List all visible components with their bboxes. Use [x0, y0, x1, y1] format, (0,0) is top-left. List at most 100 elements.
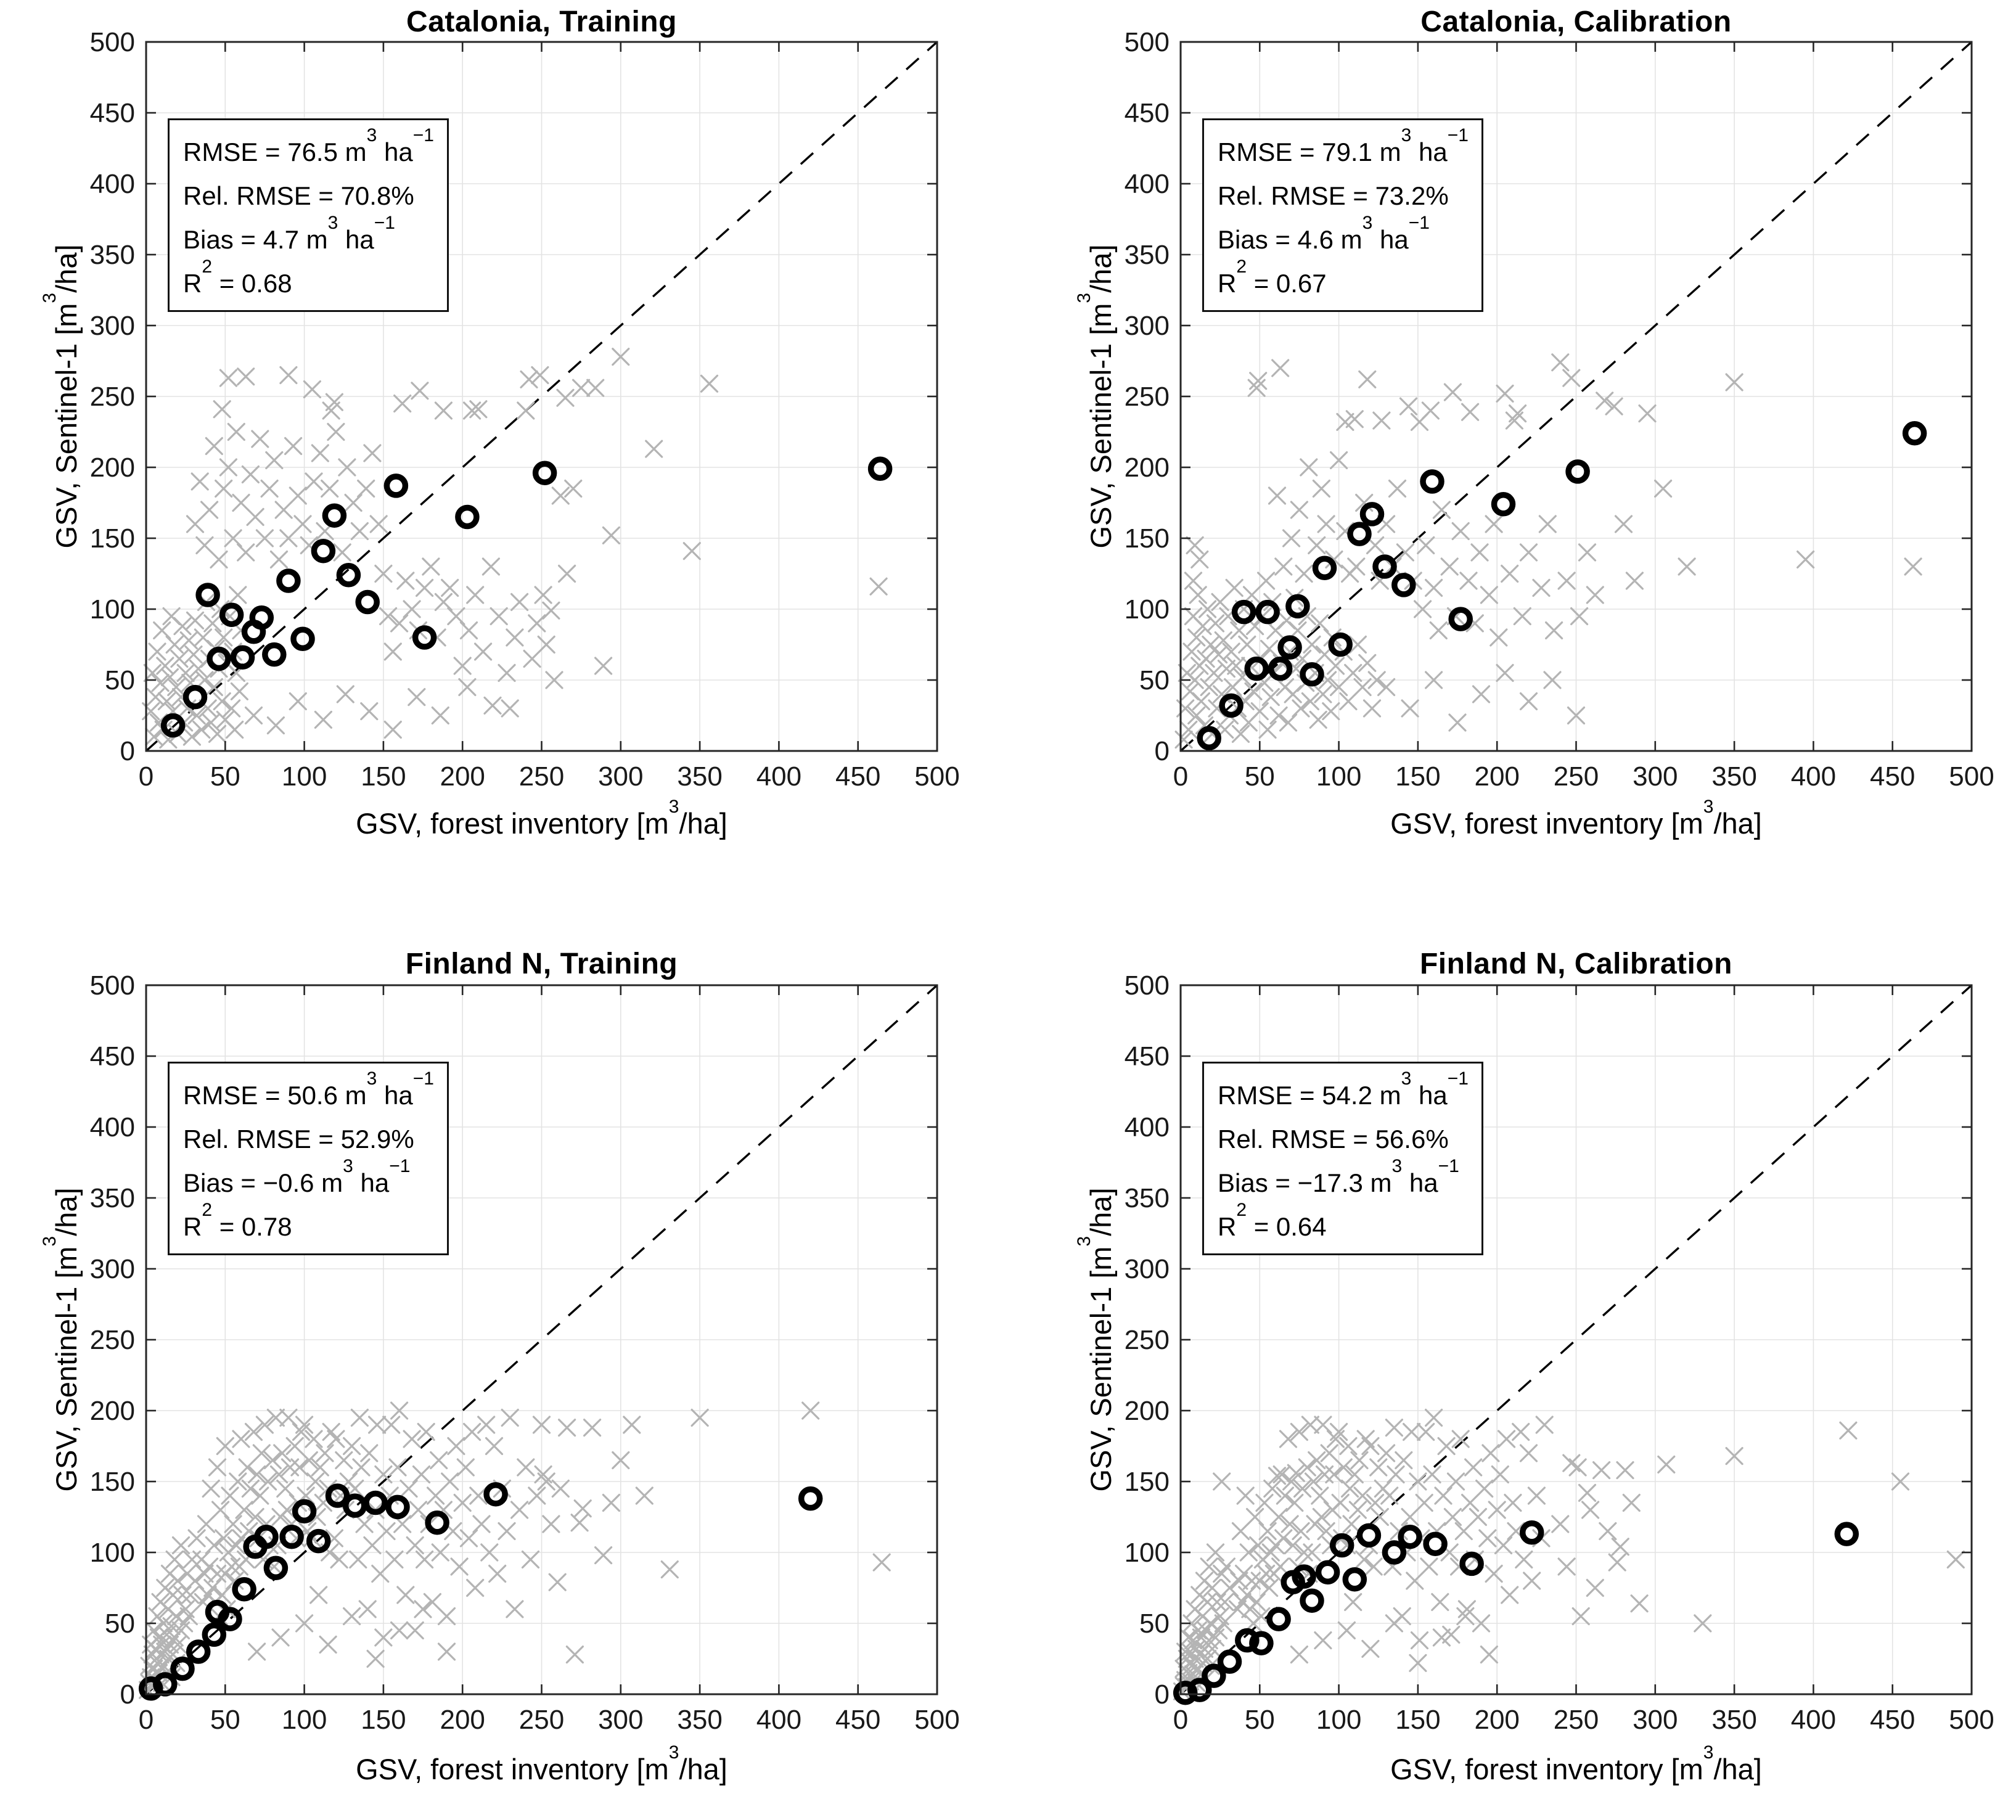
x-axis-label: GSV, forest inventory [m3/ha] [1390, 1742, 1762, 1785]
identity-line [1179, 41, 1973, 752]
svg-text:300: 300 [90, 1254, 135, 1284]
svg-text:0: 0 [1173, 1705, 1188, 1735]
svg-text:50: 50 [1245, 1705, 1275, 1735]
x-axis-label: GSV, forest inventory [m3/ha] [356, 1742, 727, 1785]
stat-r2: R2 = 0.64 [1218, 1200, 1327, 1242]
stat-r2: R2 = 0.78 [183, 1200, 292, 1242]
svg-text:250: 250 [1125, 1325, 1170, 1355]
plot-title: Catalonia, Calibration [1420, 6, 1732, 38]
svg-text:150: 150 [90, 1467, 135, 1497]
plot-title: Finland N, Training [405, 948, 678, 980]
svg-text:300: 300 [1125, 1254, 1170, 1284]
svg-text:100: 100 [282, 1705, 327, 1735]
svg-text:500: 500 [1949, 1705, 1994, 1735]
svg-text:350: 350 [677, 761, 722, 792]
svg-text:300: 300 [1125, 311, 1170, 341]
stat-rmse: RMSE = 54.2 m3 ha−1 [1218, 1068, 1469, 1110]
svg-text:500: 500 [90, 27, 135, 57]
svg-text:350: 350 [1711, 1705, 1756, 1735]
svg-text:400: 400 [756, 761, 801, 792]
svg-text:350: 350 [90, 240, 135, 270]
svg-text:150: 150 [1125, 523, 1170, 554]
stat-bias: Bias = 4.6 m3 ha−1 [1218, 213, 1430, 255]
svg-text:450: 450 [1870, 761, 1915, 792]
svg-text:50: 50 [210, 1705, 240, 1735]
svg-text:250: 250 [519, 761, 564, 792]
stat-rmse: RMSE = 79.1 m3 ha−1 [1218, 125, 1469, 167]
svg-text:150: 150 [1395, 761, 1440, 792]
svg-text:150: 150 [361, 1705, 406, 1735]
svg-text:100: 100 [1316, 761, 1361, 792]
svg-text:400: 400 [90, 169, 135, 199]
svg-text:350: 350 [677, 1705, 722, 1735]
svg-text:450: 450 [835, 1705, 880, 1735]
stat-rel-rmse: Rel. RMSE = 70.8% [183, 181, 414, 210]
svg-text:150: 150 [1395, 1705, 1440, 1735]
svg-text:300: 300 [1633, 1705, 1678, 1735]
svg-text:0: 0 [120, 736, 135, 766]
svg-text:0: 0 [1155, 736, 1170, 766]
svg-text:100: 100 [1125, 594, 1170, 625]
y-axis-label: GSV, Sentinel-1 [m3/ha] [1074, 244, 1117, 549]
svg-text:500: 500 [90, 970, 135, 1001]
stats-box: RMSE = 54.2 m3 ha−1 Rel. RMSE = 56.6% Bi… [1202, 1062, 1483, 1255]
panel-catalonia-training: 0 0 50 50 100 100 150 150 200 200 250 250 300 300 350 3… [0, 0, 1008, 910]
svg-text:500: 500 [914, 761, 959, 792]
svg-text:400: 400 [1125, 1112, 1170, 1142]
svg-text:200: 200 [90, 1396, 135, 1426]
svg-text:0: 0 [139, 1705, 154, 1735]
svg-text:100: 100 [1316, 1705, 1361, 1735]
svg-text:350: 350 [1125, 240, 1170, 270]
tick-labels: 00 50 50 100 100 150 150 200 200 250 250 300 300 350 3… [1125, 970, 1994, 1735]
tick-marks [1179, 41, 1973, 752]
identity-line [145, 41, 938, 752]
panel-finland-calibration: 0 0 50 50 100 100 150 150 200 200 250 250 300 300 350 3… [1008, 910, 2016, 1820]
tick-marks [145, 41, 938, 752]
scatter-canvas: 00 50 50 100 100 150 150 200 200 250 250 300 300 350 3… [1125, 970, 1994, 1735]
svg-text:400: 400 [1791, 761, 1836, 792]
svg-text:500: 500 [914, 1705, 959, 1735]
svg-text:50: 50 [1245, 761, 1275, 792]
x-axis-label: GSV, forest inventory [m3/ha] [1390, 797, 1762, 840]
svg-text:200: 200 [90, 453, 135, 483]
y-axis-label: GSV, Sentinel-1 [m3/ha] [39, 1187, 83, 1492]
svg-text:450: 450 [1870, 1705, 1915, 1735]
svg-text:200: 200 [440, 761, 485, 792]
svg-text:500: 500 [1125, 970, 1170, 1001]
svg-text:300: 300 [598, 761, 643, 792]
svg-text:450: 450 [90, 1041, 135, 1072]
y-axis-label: GSV, Sentinel-1 [m3/ha] [39, 244, 83, 549]
svg-text:200: 200 [1474, 1705, 1519, 1735]
stat-rel-rmse: Rel. RMSE = 56.6% [1218, 1125, 1449, 1154]
svg-text:200: 200 [1125, 1396, 1170, 1426]
svg-text:250: 250 [90, 382, 135, 412]
scatter-canvas: 00 50 50 100 100 150 150 200 200 250 250 300 300 350 3… [1125, 27, 1994, 792]
y-axis-label: GSV, Sentinel-1 [m3/ha] [1074, 1187, 1117, 1492]
svg-text:400: 400 [90, 1112, 135, 1142]
svg-text:400: 400 [1791, 1705, 1836, 1735]
svg-text:100: 100 [90, 594, 135, 625]
cross-markers [1173, 1408, 1965, 1700]
circle-markers [160, 456, 893, 738]
circle-markers [1197, 421, 1927, 751]
svg-text:150: 150 [1125, 1467, 1170, 1497]
stat-bias: Bias = 4.7 m3 ha−1 [183, 213, 395, 255]
cross-markers [139, 1401, 891, 1699]
svg-text:50: 50 [210, 761, 240, 792]
scatter-canvas: 00 50 50 100 100 150 150 200 200 250 250 300 300 350 3… [90, 27, 960, 792]
stat-bias: Bias = −0.6 m3 ha−1 [183, 1156, 411, 1198]
svg-text:0: 0 [139, 761, 154, 792]
stat-bias: Bias = −17.3 m3 ha−1 [1218, 1156, 1459, 1198]
svg-text:400: 400 [756, 1705, 801, 1735]
scatter-canvas: 00 50 50 100 100 150 150 200 200 250 250 300 300 350 3… [90, 970, 960, 1735]
svg-text:350: 350 [1711, 761, 1756, 792]
stat-rel-rmse: Rel. RMSE = 52.9% [183, 1125, 414, 1154]
svg-text:0: 0 [1155, 1679, 1170, 1710]
stat-r2: R2 = 0.68 [183, 256, 292, 298]
svg-text:300: 300 [1633, 761, 1678, 792]
stat-r2: R2 = 0.67 [1218, 256, 1327, 298]
svg-text:50: 50 [1139, 665, 1170, 695]
panel-finland-training: 0 0 50 50 100 100 150 150 200 200 250 250 300 300 350 3… [0, 910, 1008, 1820]
plot-title: Catalonia, Training [406, 6, 677, 38]
